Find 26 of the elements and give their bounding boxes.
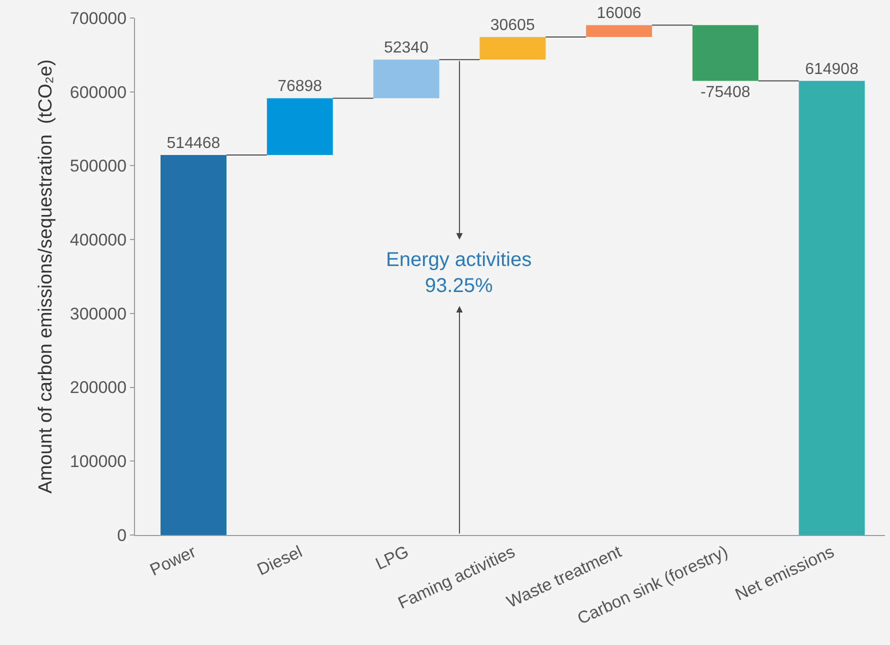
bar: [798, 80, 865, 535]
data-label: 76898: [278, 78, 322, 96]
bar: [586, 25, 652, 37]
y-axis-title: Amount of carbon emissions/sequestration (tCO₂e): [36, 59, 57, 494]
data-label: 514468: [166, 135, 220, 152]
x-tick-label: LPG: [372, 542, 412, 574]
data-label: 614908: [805, 60, 859, 78]
bar: [692, 25, 758, 81]
bar: [480, 36, 546, 60]
y-tick-label: 500000: [70, 156, 127, 176]
data-label: 30605: [490, 16, 535, 34]
bar: [160, 155, 226, 535]
y-tick-label: 400000: [70, 230, 127, 250]
x-tick-label: Power: [147, 542, 200, 580]
data-label: -75408: [700, 84, 750, 101]
y-tick-label: 100000: [70, 452, 127, 472]
y-tick-label: 200000: [70, 378, 127, 398]
annotation: Energy activities 93.25%: [386, 249, 532, 297]
bar: [266, 98, 333, 156]
data-label: 52340: [384, 40, 429, 57]
y-tick-label: 600000: [70, 82, 127, 102]
y-tick-label: 700000: [70, 8, 127, 28]
data-label: 16006: [596, 5, 642, 22]
y-tick-label: 0: [117, 526, 127, 545]
y-tick-label: 300000: [70, 304, 127, 324]
bar: [373, 60, 440, 98]
